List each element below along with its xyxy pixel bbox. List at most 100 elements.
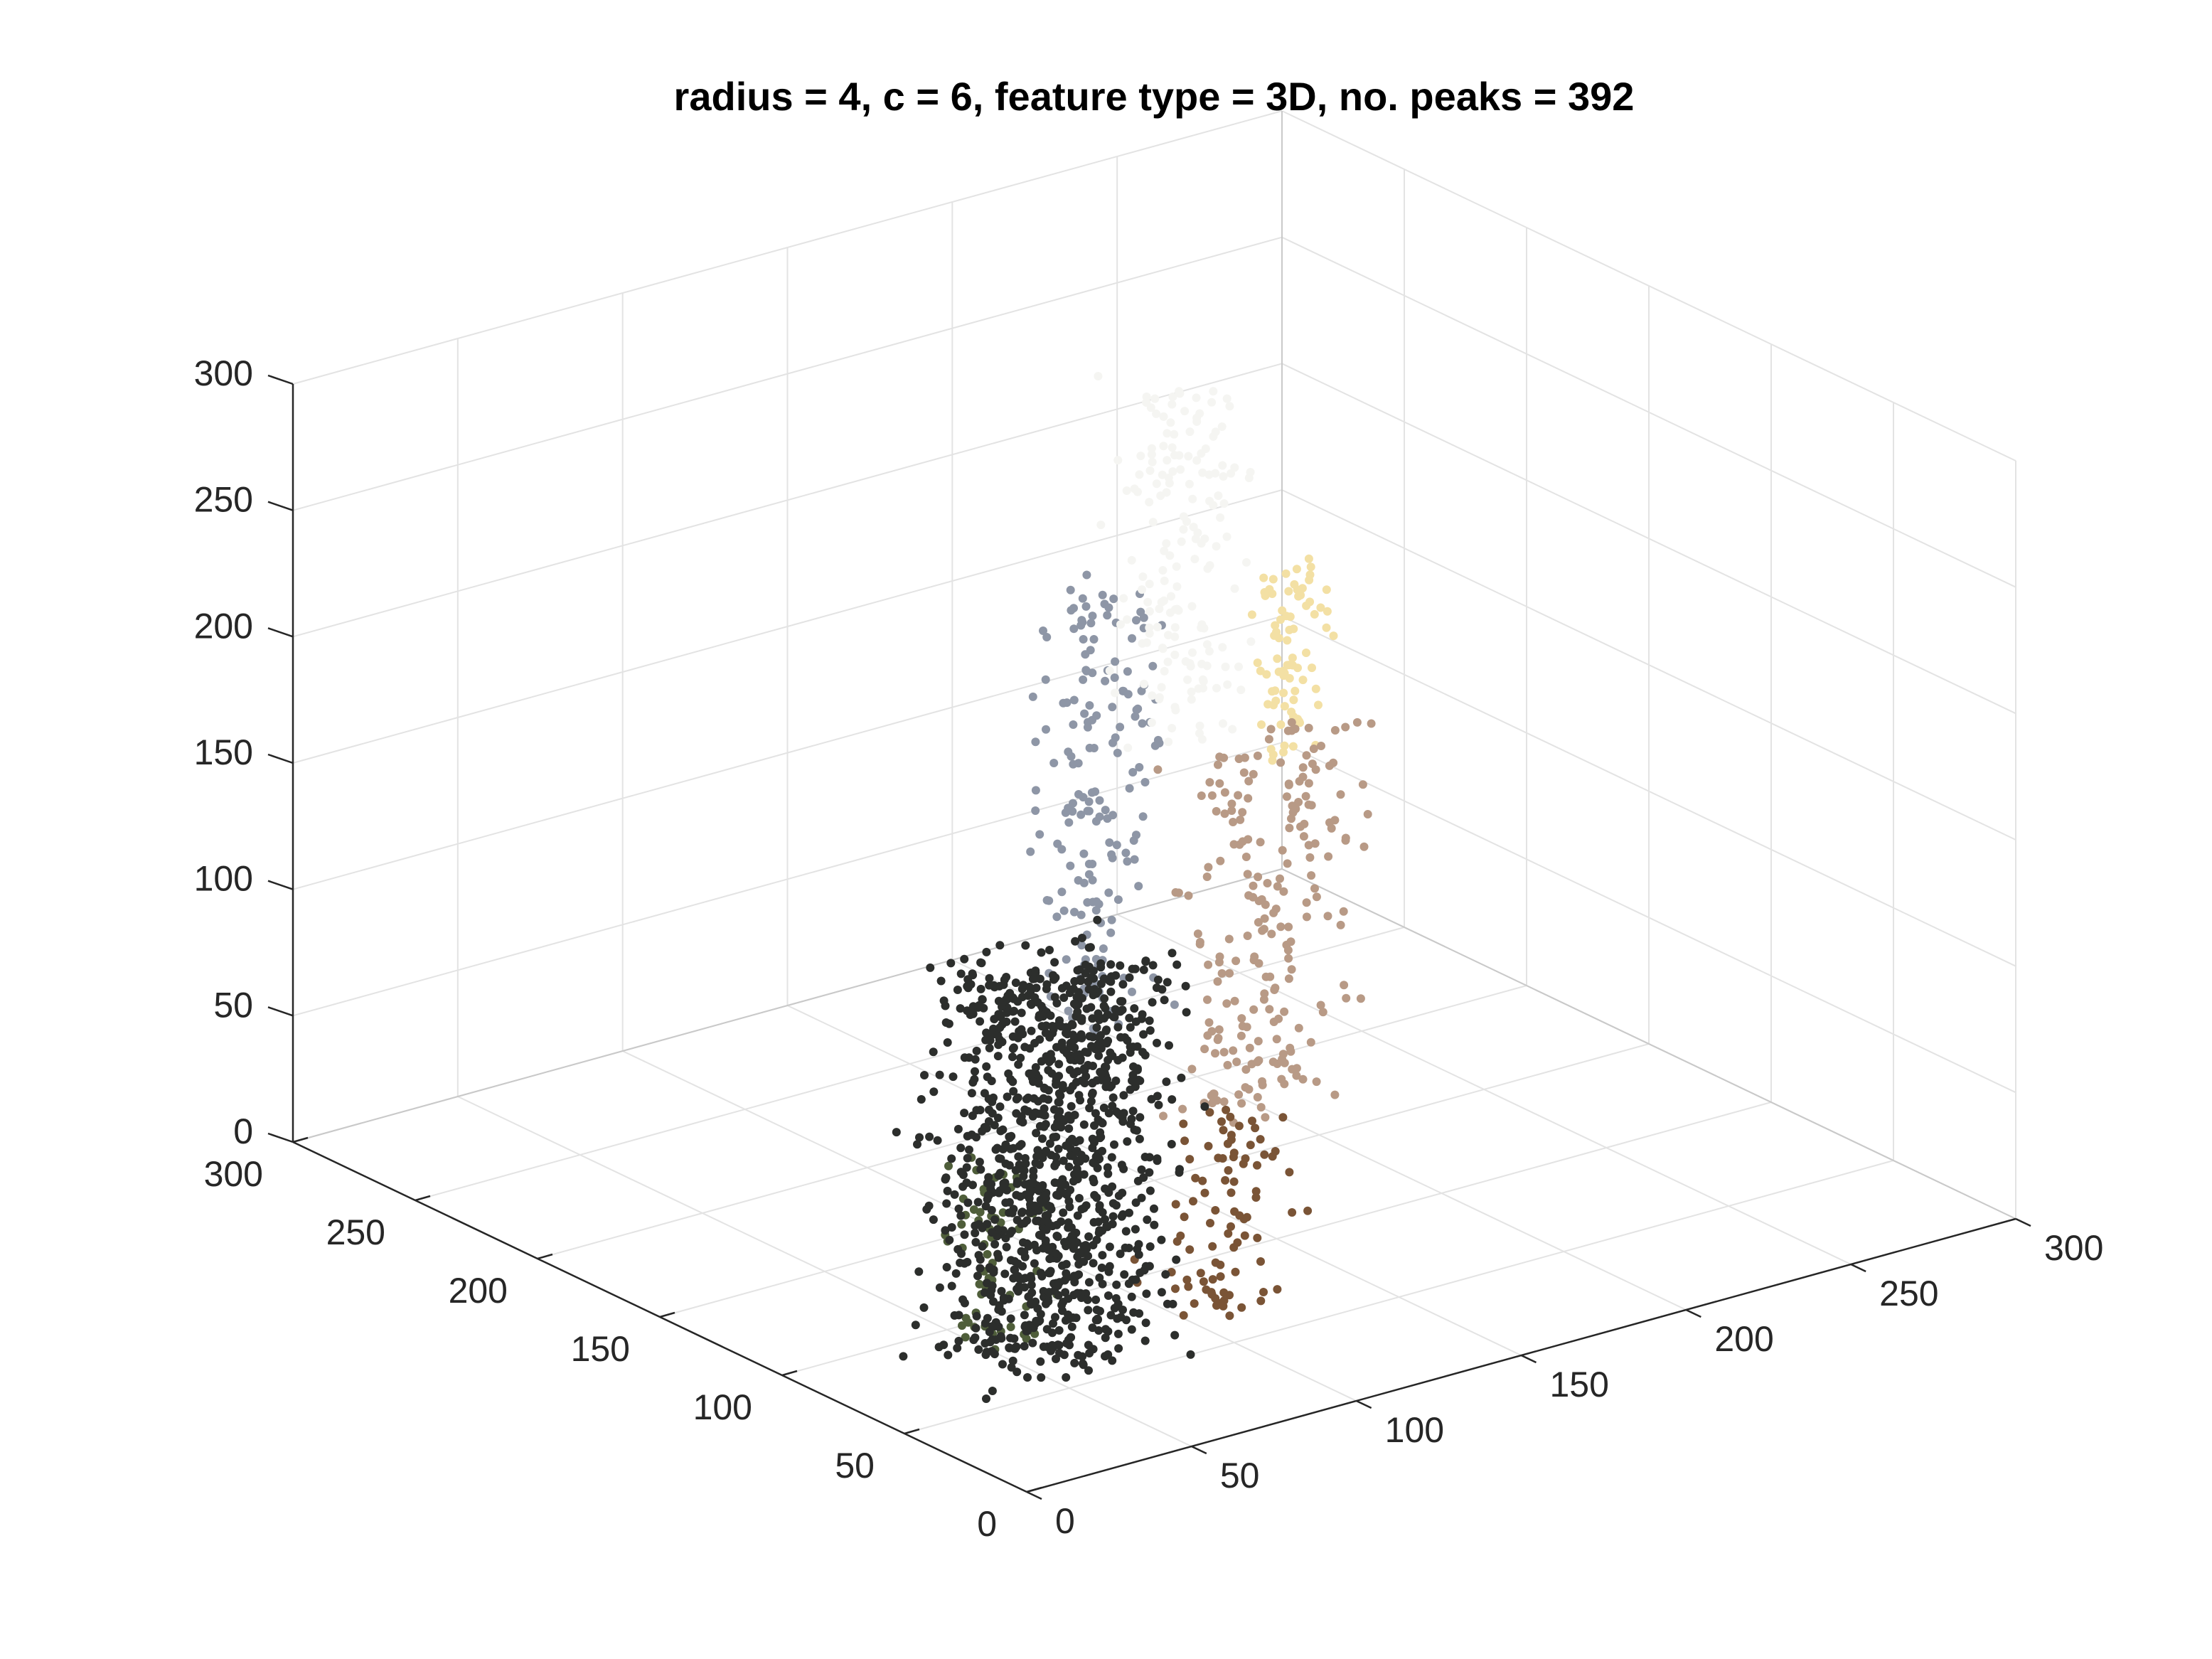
grid-line-z-backwall [292, 742, 1283, 1017]
data-point [1145, 629, 1154, 638]
data-point [1140, 1153, 1150, 1161]
data-point [957, 1220, 966, 1229]
y-tick-mark [904, 1428, 920, 1435]
data-point [1044, 1288, 1054, 1297]
data-point [977, 959, 986, 968]
data-point [1220, 809, 1229, 818]
data-point [1147, 444, 1156, 453]
data-point [1104, 1327, 1113, 1336]
data-point [1178, 1104, 1187, 1114]
data-point [1195, 721, 1204, 730]
data-point [1272, 627, 1281, 636]
data-point [941, 1226, 950, 1235]
data-point [1298, 763, 1308, 772]
data-point [1145, 1016, 1154, 1025]
data-point [976, 984, 985, 993]
data-point [1239, 768, 1249, 777]
data-point [1031, 1063, 1040, 1072]
data-point [1202, 1285, 1211, 1294]
data-point [1160, 546, 1169, 555]
data-point [963, 1006, 972, 1015]
data-point [1229, 1243, 1239, 1252]
data-point [1126, 1023, 1135, 1032]
data-point [1253, 1161, 1261, 1170]
data-point [1211, 1258, 1220, 1267]
data-point [1136, 607, 1145, 617]
data-point [1206, 1219, 1214, 1227]
data-point [1033, 1146, 1042, 1155]
data-point [1214, 1033, 1223, 1042]
data-point [1046, 1266, 1055, 1276]
data-point [1323, 607, 1332, 616]
data-point [1042, 984, 1051, 993]
data-point [954, 1336, 963, 1345]
data-point [1200, 1102, 1209, 1111]
data-point [1084, 797, 1094, 806]
data-point [1093, 915, 1102, 924]
data-point [1222, 394, 1231, 403]
data-point [1057, 845, 1067, 854]
data-point [1020, 1283, 1029, 1292]
data-point [1196, 1269, 1205, 1278]
data-point [995, 941, 1005, 950]
data-point [1153, 1154, 1162, 1163]
data-point [1017, 1008, 1026, 1018]
data-point [1224, 934, 1234, 944]
data-point [968, 1180, 977, 1190]
data-point [1079, 1120, 1089, 1129]
data-point [1172, 562, 1181, 571]
data-point [1020, 1311, 1029, 1320]
data-point [1286, 1047, 1295, 1056]
data-point [1279, 747, 1288, 757]
grid-line-y-floor [659, 1043, 1650, 1318]
z-tick-label: 50 [213, 985, 253, 1025]
data-point [1086, 973, 1096, 982]
data-point [1148, 457, 1157, 466]
data-point [1288, 808, 1298, 817]
data-point [1329, 758, 1338, 767]
data-point [1218, 643, 1227, 652]
data-point [1067, 1101, 1076, 1111]
data-point [1223, 1060, 1232, 1069]
data-point [1017, 1208, 1026, 1217]
data-point [1145, 607, 1154, 616]
data-point [990, 1239, 1000, 1249]
data-point [1093, 1316, 1102, 1325]
scatter-cluster-4 [1130, 1105, 1313, 1321]
data-point [983, 1249, 992, 1259]
data-point [993, 1249, 1003, 1259]
data-point [1100, 994, 1109, 1003]
data-point [1166, 418, 1175, 427]
data-point [1089, 635, 1099, 644]
data-point [1205, 778, 1214, 787]
y-tick-mark [781, 1370, 798, 1377]
data-point [1089, 1241, 1098, 1249]
data-point [1128, 987, 1136, 996]
data-point [1125, 1208, 1133, 1217]
data-point [1062, 1049, 1072, 1058]
data-point [1121, 1227, 1131, 1236]
data-point [1110, 1013, 1119, 1022]
data-point [960, 954, 969, 964]
data-point [1061, 1288, 1070, 1297]
data-point [983, 1313, 992, 1323]
data-point [1039, 1342, 1048, 1351]
data-point [1079, 635, 1088, 644]
data-point [1023, 1373, 1032, 1382]
data-point [1158, 985, 1167, 994]
data-point [1244, 474, 1254, 483]
data-point [1095, 796, 1104, 805]
data-point [1137, 1165, 1146, 1174]
data-point [943, 1186, 952, 1195]
data-point [1232, 1057, 1241, 1067]
grid-line-z-backwall [292, 110, 1283, 385]
data-point [1211, 1049, 1219, 1058]
data-point [1157, 1288, 1166, 1297]
data-point [892, 1128, 901, 1137]
data-point [1197, 659, 1207, 668]
data-point [972, 1311, 981, 1321]
data-point [1108, 1101, 1117, 1111]
data-point [1219, 1047, 1229, 1057]
data-point [1251, 1124, 1260, 1133]
data-point [1160, 576, 1169, 585]
